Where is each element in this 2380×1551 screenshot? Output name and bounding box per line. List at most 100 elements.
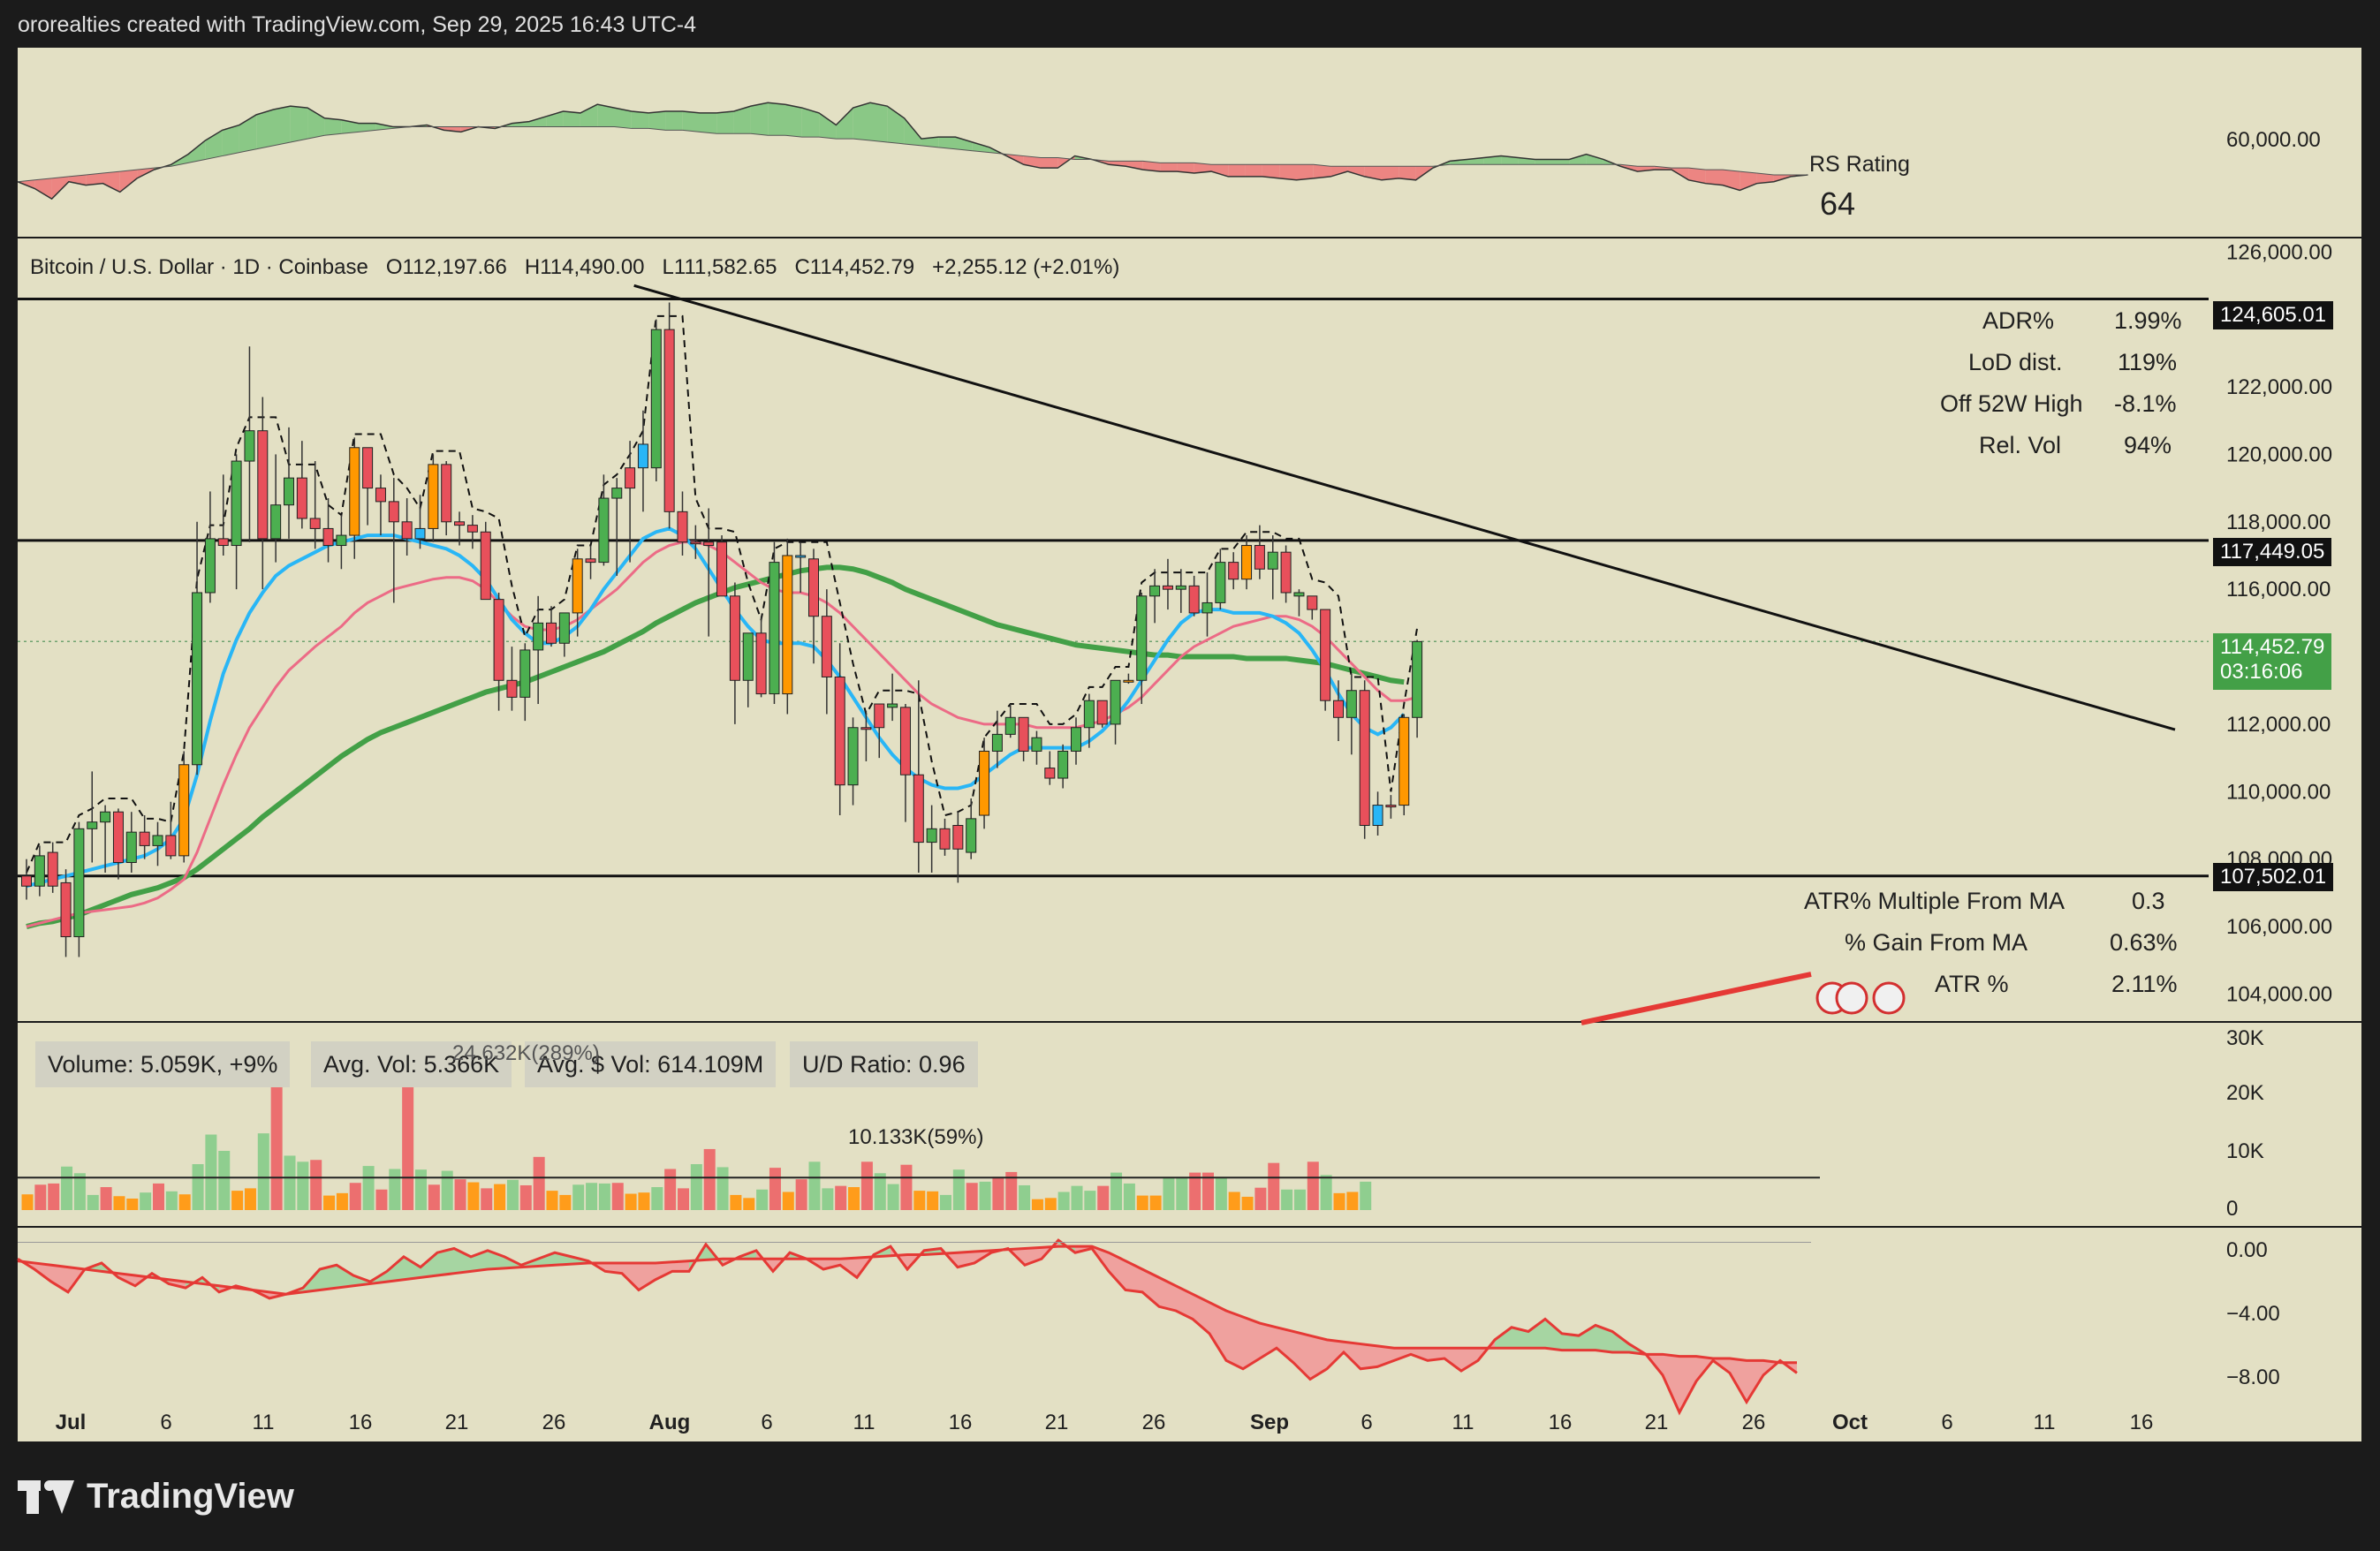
candle-body (60, 881, 72, 938)
rs-fill-segment (1552, 159, 1570, 165)
time-axis-label: Jul (56, 1411, 87, 1434)
candle-body (309, 518, 321, 529)
price-axis-label: 110,000.00 (2226, 780, 2331, 804)
candle-body (663, 329, 675, 512)
candle-body (755, 632, 767, 695)
volume-bar (559, 1194, 572, 1210)
stat-relvol-label: Rel. Vol (1979, 432, 2062, 458)
candle-body (1031, 737, 1042, 752)
rs-fill-segment (768, 102, 785, 136)
volume-bar (61, 1166, 73, 1210)
indicator-fill-segment (1679, 1356, 1696, 1413)
candle-body (769, 562, 780, 695)
volume-bar (415, 1169, 427, 1210)
volume-bar (927, 1191, 939, 1210)
time-axis-label: 6 (1941, 1411, 1952, 1434)
rs-fill-segment (307, 108, 325, 140)
candle-body (47, 851, 58, 887)
candle-body (585, 558, 596, 564)
indicator-fill-segment (1159, 1277, 1176, 1311)
price-panel[interactable] (18, 238, 2361, 1021)
volume-bar (494, 1184, 506, 1210)
indicator-fill-segment (1209, 1302, 1226, 1361)
candle-body (506, 679, 518, 698)
volume-bar (966, 1183, 978, 1210)
volume-bar (153, 1183, 164, 1210)
candle-body (650, 329, 662, 469)
price-tag-mid: 117,449.05 (2213, 538, 2332, 566)
candle-body (703, 541, 715, 547)
candle-body (1044, 768, 1056, 779)
volume-bar (519, 1184, 532, 1210)
candle-body (152, 835, 163, 846)
indicator-fill-segment (1545, 1319, 1562, 1351)
stat-adr-label: ADR% (1982, 307, 2055, 334)
time-axis-label: Sep (1250, 1411, 1289, 1434)
volume-bar (1071, 1185, 1083, 1210)
candle-body (899, 707, 911, 776)
rs-fill-segment (921, 137, 939, 148)
indicator-fill-segment (1025, 1247, 1042, 1266)
rs-fill-segment (1569, 154, 1587, 165)
rs-fill-segment (1109, 161, 1126, 167)
rs-fill-segment (819, 112, 837, 140)
rs-fill-segment (836, 108, 853, 140)
time-axis-label: 11 (253, 1411, 275, 1434)
indicator-fill-segment (1579, 1325, 1596, 1351)
rs-fill-segment (631, 110, 649, 129)
candle-body (1201, 601, 1213, 614)
rs-fill-segment (68, 174, 87, 185)
candle-body (952, 825, 964, 850)
volume-bar (913, 1191, 926, 1210)
time-axis-label: Aug (649, 1411, 691, 1434)
candle-body (362, 447, 374, 489)
rs-fill-segment (801, 108, 820, 138)
volume-bar (822, 1188, 834, 1210)
candle-body (125, 831, 137, 864)
rs-fill-segment (972, 142, 990, 153)
candle-body (834, 676, 845, 786)
price-axis-label: 112,000.00 (2226, 713, 2331, 737)
volume-bar (506, 1179, 519, 1210)
indicator-fill-segment (51, 1265, 68, 1292)
candle-body (414, 527, 426, 540)
rs-panel (18, 48, 2361, 237)
volume-bar (664, 1169, 677, 1210)
candle-body (1254, 545, 1265, 570)
rs-fill-segment (1740, 171, 1757, 191)
volume-bar (165, 1191, 178, 1210)
price-axis-label: 118,000.00 (2226, 511, 2331, 534)
volume-axis-20k: 20K (2226, 1081, 2264, 1105)
volume-bar (257, 1133, 269, 1210)
volume-bar (87, 1194, 99, 1210)
rs-fill-segment (1483, 155, 1502, 165)
time-axis-label: 6 (761, 1411, 772, 1434)
rs-fill-segment (938, 137, 956, 149)
volume-bar (481, 1188, 493, 1210)
price-axis-label: 104,000.00 (2226, 982, 2332, 1006)
volume-bar (21, 1194, 34, 1210)
candle-body (1083, 700, 1095, 729)
volume-bar (1163, 1177, 1175, 1210)
volume-bar (1254, 1187, 1267, 1210)
volume-bar (1097, 1185, 1110, 1210)
price-tag-low: 107,502.01 (2213, 863, 2334, 891)
indicator-fill-segment (1747, 1360, 1763, 1403)
price-axis-label: 120,000.00 (2226, 443, 2332, 466)
tradingview-logo[interactable]: TradingView (18, 1477, 294, 1517)
candle-body (441, 464, 452, 523)
candle-body (874, 703, 885, 729)
rs-fill-segment (1535, 159, 1552, 165)
rs-fill-segment (324, 117, 342, 136)
volume-bar (625, 1193, 637, 1210)
candle-body (1320, 609, 1331, 701)
volume-bar (546, 1191, 558, 1210)
candle-body (979, 750, 990, 816)
indicator-fill-segment (622, 1262, 639, 1290)
stat-atr-value: 2.11% (2111, 971, 2178, 997)
volume-bar (73, 1173, 86, 1210)
time-axis-label: 11 (853, 1411, 875, 1434)
stat-atrmult-label: ATR% Multiple From MA (1804, 888, 2065, 914)
rs-fill-segment (1313, 164, 1331, 178)
